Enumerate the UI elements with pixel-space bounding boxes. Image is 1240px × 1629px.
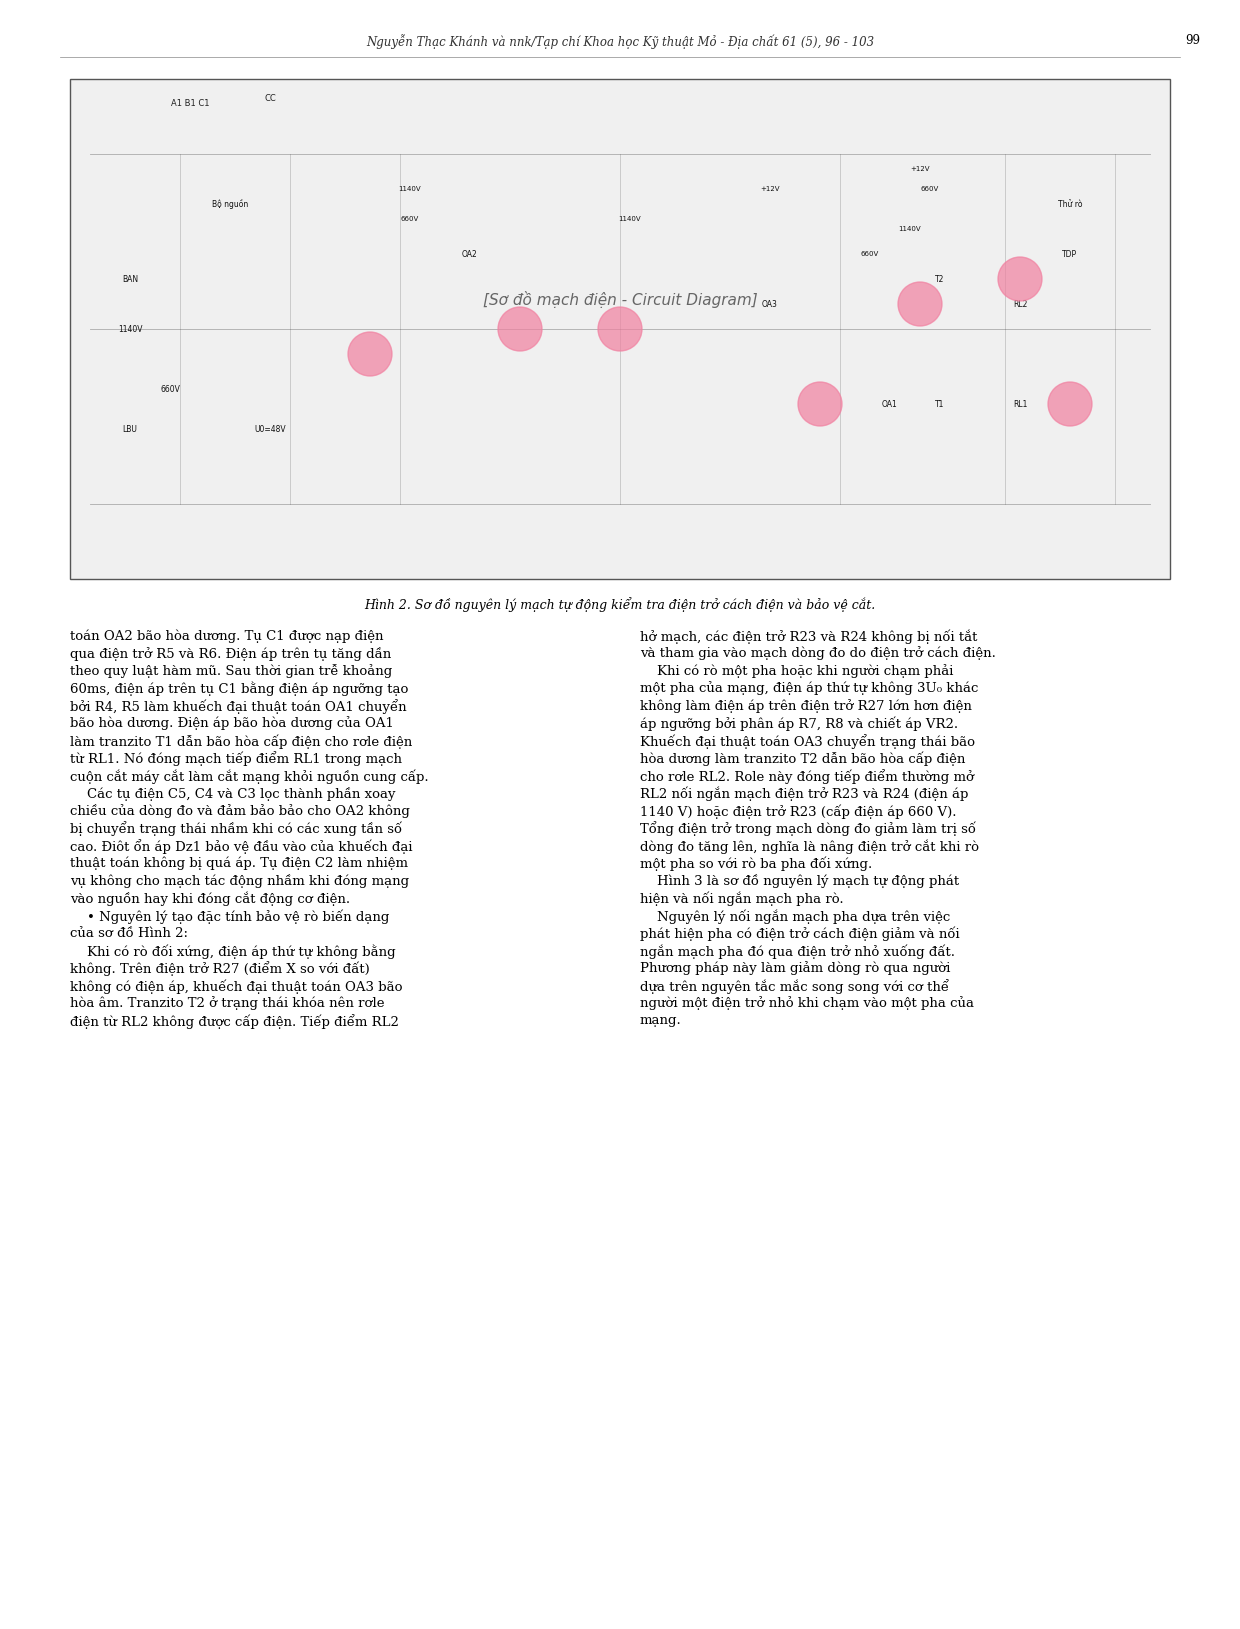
Text: OA3: OA3 xyxy=(763,300,777,308)
Text: ngắn mạch pha đó qua điện trở nhỏ xuống đất.: ngắn mạch pha đó qua điện trở nhỏ xuống … xyxy=(640,943,955,958)
Text: Hình 2. Sơ đồ nguyên lý mạch tự động kiểm tra điện trở cách điện và bảo vệ cắt.: Hình 2. Sơ đồ nguyên lý mạch tự động kiể… xyxy=(365,596,875,613)
Text: và tham gia vào mạch dòng đo do điện trở cách điện.: và tham gia vào mạch dòng đo do điện trở… xyxy=(640,647,996,660)
Text: T2: T2 xyxy=(935,275,945,283)
Circle shape xyxy=(898,282,942,326)
Text: vào nguồn hay khi đóng cắt động cơ điện.: vào nguồn hay khi đóng cắt động cơ điện. xyxy=(69,891,350,906)
Text: 1140V: 1140V xyxy=(118,324,143,334)
Text: 1140 V) hoặc điện trở R23 (cấp điện áp 660 V).: 1140 V) hoặc điện trở R23 (cấp điện áp 6… xyxy=(640,805,956,818)
Text: làm tranzito T1 dẫn bão hòa cấp điện cho rơle điện: làm tranzito T1 dẫn bão hòa cấp điện cho… xyxy=(69,735,412,748)
Text: TDP: TDP xyxy=(1063,249,1078,259)
Text: Nguyên lý nối ngắn mạch pha dựa trên việc: Nguyên lý nối ngắn mạch pha dựa trên việ… xyxy=(640,909,950,924)
Text: của sơ đồ Hình 2:: của sơ đồ Hình 2: xyxy=(69,927,188,940)
Text: RL2 nối ngắn mạch điện trở R23 và R24 (điện áp: RL2 nối ngắn mạch điện trở R23 và R24 (đ… xyxy=(640,787,968,801)
Text: bão hòa dương. Điện áp bão hòa dương của OA1: bão hòa dương. Điện áp bão hòa dương của… xyxy=(69,717,394,730)
Text: Khuếch đại thuật toán OA3 chuyển trạng thái bão: Khuếch đại thuật toán OA3 chuyển trạng t… xyxy=(640,735,975,749)
Text: T1: T1 xyxy=(935,399,945,409)
Circle shape xyxy=(348,332,392,376)
Circle shape xyxy=(598,306,642,350)
Text: Phương pháp này làm giảm dòng rò qua người: Phương pháp này làm giảm dòng rò qua ngư… xyxy=(640,961,950,976)
Text: từ RL1. Nó đóng mạch tiếp điểm RL1 trong mạch: từ RL1. Nó đóng mạch tiếp điểm RL1 trong… xyxy=(69,751,402,766)
Text: +12V: +12V xyxy=(910,166,930,173)
Text: mạng.: mạng. xyxy=(640,1013,682,1026)
Text: thuật toán không bị quá áp. Tụ điện C2 làm nhiệm: thuật toán không bị quá áp. Tụ điện C2 l… xyxy=(69,857,408,870)
Text: Khi có rò một pha hoặc khi người chạm phải: Khi có rò một pha hoặc khi người chạm ph… xyxy=(640,665,954,678)
Text: hở mạch, các điện trở R23 và R24 không bị nối tắt: hở mạch, các điện trở R23 và R24 không b… xyxy=(640,629,977,643)
Text: áp ngưỡng bởi phân áp R7, R8 và chiết áp VR2.: áp ngưỡng bởi phân áp R7, R8 và chiết áp… xyxy=(640,717,959,731)
Text: BAN: BAN xyxy=(122,275,138,283)
Text: Tổng điện trở trong mạch dòng đo giảm làm trị số: Tổng điện trở trong mạch dòng đo giảm là… xyxy=(640,821,976,836)
Text: 1140V: 1140V xyxy=(899,226,921,231)
Text: bởi R4, R5 làm khuếch đại thuật toán OA1 chuyển: bởi R4, R5 làm khuếch đại thuật toán OA1… xyxy=(69,699,407,714)
Text: cho rơle RL2. Role này đóng tiếp điểm thường mở: cho rơle RL2. Role này đóng tiếp điểm th… xyxy=(640,769,973,784)
Text: phát hiện pha có điện trở cách điện giảm và nối: phát hiện pha có điện trở cách điện giảm… xyxy=(640,927,960,942)
Circle shape xyxy=(998,257,1042,301)
Text: OA1: OA1 xyxy=(882,399,898,409)
Circle shape xyxy=(498,306,542,350)
Text: không có điện áp, khuếch đại thuật toán OA3 bão: không có điện áp, khuếch đại thuật toán … xyxy=(69,979,403,994)
Text: bị chuyển trạng thái nhầm khi có các xung tần số: bị chuyển trạng thái nhầm khi có các xun… xyxy=(69,821,402,836)
Circle shape xyxy=(1048,381,1092,427)
Text: điện từ RL2 không được cấp điện. Tiếp điểm RL2: điện từ RL2 không được cấp điện. Tiếp đi… xyxy=(69,1013,399,1030)
Text: cao. Điôt ổn áp Dz1 bảo vệ đầu vào của khuếch đại: cao. Điôt ổn áp Dz1 bảo vệ đầu vào của k… xyxy=(69,839,413,854)
Text: Thử rò: Thử rò xyxy=(1058,199,1083,209)
Text: RL2: RL2 xyxy=(1013,300,1027,308)
Text: • Nguyên lý tạo đặc tính bảo vệ rò biến dạng: • Nguyên lý tạo đặc tính bảo vệ rò biến … xyxy=(69,909,389,924)
Circle shape xyxy=(799,381,842,427)
Text: 660V: 660V xyxy=(160,384,180,394)
Text: A1 B1 C1: A1 B1 C1 xyxy=(171,99,210,108)
Text: 1140V: 1140V xyxy=(399,186,422,192)
Text: người một điện trở nhỏ khi chạm vào một pha của: người một điện trở nhỏ khi chạm vào một … xyxy=(640,997,973,1010)
Text: +12V: +12V xyxy=(760,186,780,192)
Text: Các tụ điện C5, C4 và C3 lọc thành phần xoay: Các tụ điện C5, C4 và C3 lọc thành phần … xyxy=(69,787,396,800)
Text: hòa âm. Tranzito T2 ở trạng thái khóa nên rơle: hòa âm. Tranzito T2 ở trạng thái khóa nê… xyxy=(69,997,384,1010)
Text: 660V: 660V xyxy=(921,186,939,192)
Text: không. Trên điện trở R27 (điểm X so với đất): không. Trên điện trở R27 (điểm X so với … xyxy=(69,961,370,976)
FancyBboxPatch shape xyxy=(69,78,1171,578)
Text: chiều của dòng đo và đảm bảo bảo cho OA2 không: chiều của dòng đo và đảm bảo bảo cho OA2… xyxy=(69,805,410,818)
Text: 1140V: 1140V xyxy=(619,217,641,222)
Text: toán OA2 bão hòa dương. Tụ C1 được nạp điện: toán OA2 bão hòa dương. Tụ C1 được nạp đ… xyxy=(69,629,383,642)
Text: RL1: RL1 xyxy=(1013,399,1027,409)
Text: [Sơ đồ mạch điện - Circuit Diagram]: [Sơ đồ mạch điện - Circuit Diagram] xyxy=(482,290,758,308)
Text: một pha so với rò ba pha đối xứng.: một pha so với rò ba pha đối xứng. xyxy=(640,857,872,872)
Text: CC: CC xyxy=(264,94,275,103)
Text: 99: 99 xyxy=(1185,34,1200,47)
Text: LBU: LBU xyxy=(123,425,138,433)
Text: OA2: OA2 xyxy=(463,249,477,259)
Text: Hình 3 là sơ đồ nguyên lý mạch tự động phát: Hình 3 là sơ đồ nguyên lý mạch tự động p… xyxy=(640,875,959,888)
Text: 660V: 660V xyxy=(401,217,419,222)
Text: 660V: 660V xyxy=(861,251,879,257)
Text: dựa trên nguyên tắc mắc song song với cơ thể: dựa trên nguyên tắc mắc song song với cơ… xyxy=(640,979,949,994)
Text: một pha của mạng, điện áp thứ tự không 3U₀ khác: một pha của mạng, điện áp thứ tự không 3… xyxy=(640,681,978,696)
Text: cuộn cắt máy cắt làm cắt mạng khỏi nguồn cung cấp.: cuộn cắt máy cắt làm cắt mạng khỏi nguồn… xyxy=(69,769,429,784)
Text: qua điện trở R5 và R6. Điện áp trên tụ tăng dần: qua điện trở R5 và R6. Điện áp trên tụ t… xyxy=(69,647,392,660)
Text: hiện và nối ngắn mạch pha rò.: hiện và nối ngắn mạch pha rò. xyxy=(640,891,843,906)
Text: hòa dương làm tranzito T2 dẫn bão hòa cấp điện: hòa dương làm tranzito T2 dẫn bão hòa cấ… xyxy=(640,751,966,766)
Text: theo quy luật hàm mũ. Sau thời gian trễ khoảng: theo quy luật hàm mũ. Sau thời gian trễ … xyxy=(69,665,392,678)
Text: Khi có rò đối xứng, điện áp thứ tự không bằng: Khi có rò đối xứng, điện áp thứ tự không… xyxy=(69,943,396,958)
Text: Nguyễn Thạc Khánh và nnk/Tạp chí Khoa học Kỹ thuật Mỏ - Địa chất 61 (5), 96 - 10: Nguyễn Thạc Khánh và nnk/Tạp chí Khoa họ… xyxy=(366,34,874,49)
Text: 60ms, điện áp trên tụ C1 bằng điện áp ngưỡng tạo: 60ms, điện áp trên tụ C1 bằng điện áp ng… xyxy=(69,681,408,696)
Text: dòng đo tăng lên, nghĩa là nâng điện trở cắt khi rò: dòng đo tăng lên, nghĩa là nâng điện trở… xyxy=(640,839,980,854)
Text: U0=48V: U0=48V xyxy=(254,425,285,433)
Text: vụ không cho mạch tác động nhầm khi đóng mạng: vụ không cho mạch tác động nhầm khi đóng… xyxy=(69,875,409,888)
Text: Bộ nguồn: Bộ nguồn xyxy=(212,199,248,209)
Text: không làm điện áp trên điện trở R27 lớn hơn điện: không làm điện áp trên điện trở R27 lớn … xyxy=(640,699,972,714)
